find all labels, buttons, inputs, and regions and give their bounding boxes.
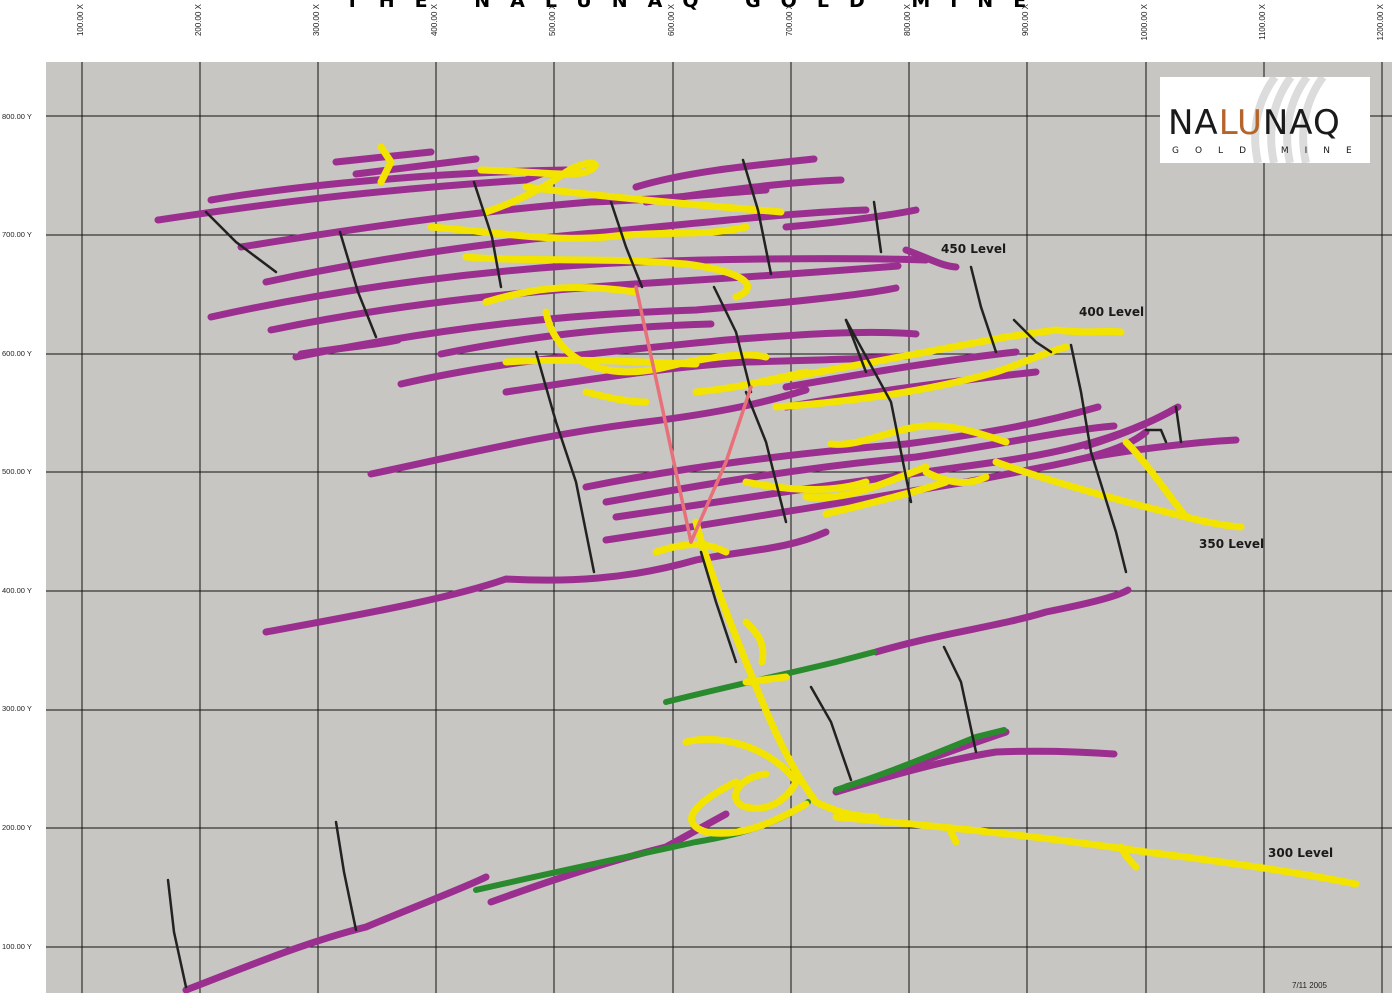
x-tick-label: 400.00 X [430, 4, 439, 37]
x-tick-label: 200.00 X [194, 4, 203, 37]
company-logo: NALUNAQ GOLD MINE A/S [1160, 77, 1370, 163]
y-tick-label: 200.00 Y [2, 823, 32, 832]
logo-arcs [1251, 77, 1327, 163]
x-tick-label: 800.00 X [903, 4, 912, 37]
x-tick-label: 1100.00 X [1258, 4, 1267, 40]
date-stamp: 7/11 2005 [1292, 981, 1327, 990]
logo-wordmark: NALUNAQ [1168, 103, 1341, 143]
level-label-350: 350 Level [1199, 537, 1265, 551]
y-tick-label: 800.00 Y [2, 112, 32, 121]
x-tick-label: 900.00 X [1021, 4, 1030, 37]
raises [166, 158, 1183, 989]
y-tick-label: 400.00 Y [2, 586, 32, 595]
logo-subtitle: GOLD MINE A/S [1172, 146, 1370, 156]
x-tick-label: 500.00 X [548, 4, 557, 37]
x-tick-label: 300.00 X [312, 4, 321, 37]
shafts [634, 285, 753, 544]
x-tick-label: 1200.00 X [1376, 4, 1385, 41]
drift-tunnels [154, 148, 1240, 993]
mine-plan-drawing [46, 62, 1392, 993]
map-title: THE NALUNAQ GOLD MINE [0, 0, 1392, 10]
x-tick-label: 600.00 X [667, 4, 676, 37]
x-tick-label: 700.00 X [785, 4, 794, 37]
y-tick-label: 100.00 Y [2, 942, 32, 951]
level-label-450: 450 Level [941, 242, 1007, 256]
level-label-300: 300 Level [1268, 846, 1334, 860]
x-tick-label: 100.00 X [76, 4, 85, 37]
grid-lines [46, 62, 1392, 993]
x-tick-label: 1000.00 X [1140, 4, 1149, 41]
level-label-400: 400 Level [1079, 305, 1145, 319]
y-tick-label: 300.00 Y [2, 704, 32, 713]
y-tick-label: 500.00 Y [2, 467, 32, 476]
green-drift-sections [473, 649, 1007, 893]
ramp-tunnels [377, 143, 1360, 888]
y-tick-label: 700.00 Y [2, 230, 32, 239]
mine-plan-map[interactable] [46, 62, 1392, 993]
y-tick-label: 600.00 Y [2, 349, 32, 358]
